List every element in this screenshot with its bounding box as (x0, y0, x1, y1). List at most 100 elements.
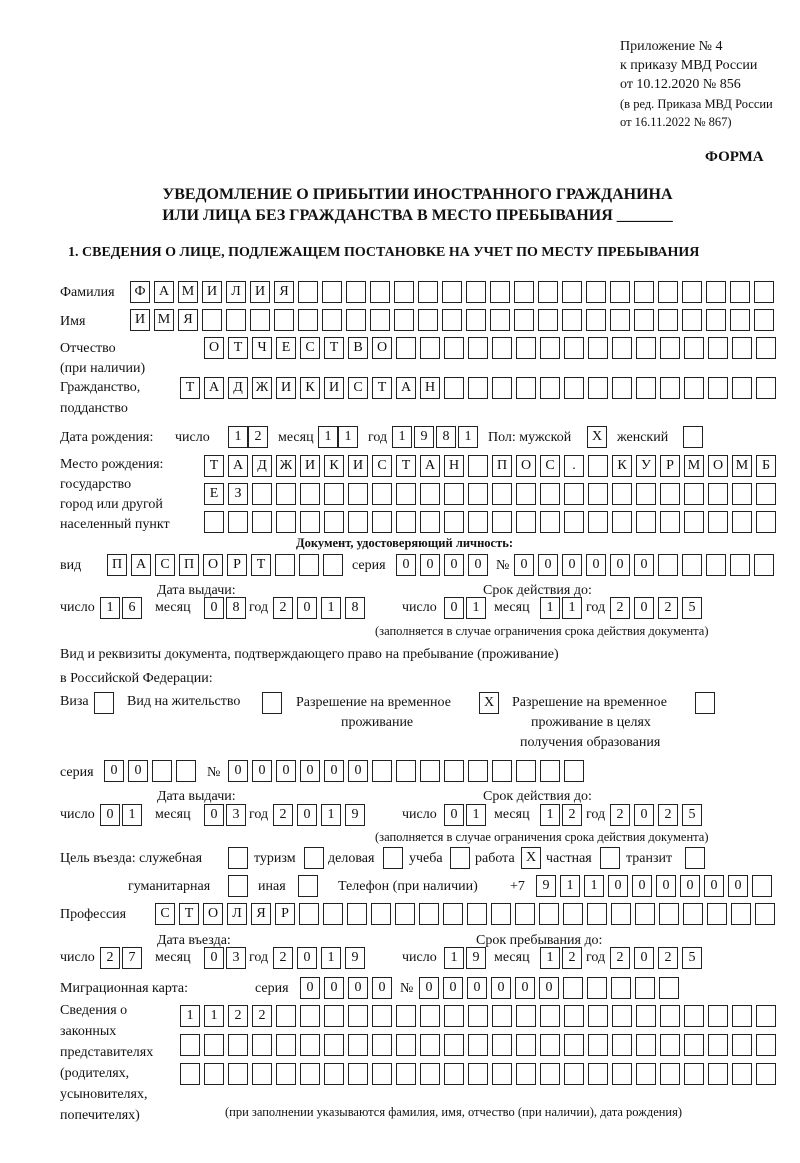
stay-year-box[interactable]: 0 (634, 947, 654, 969)
representatives-1-box[interactable] (708, 1005, 728, 1027)
name-box[interactable] (682, 309, 702, 331)
birthplace-1-box[interactable]: Т (396, 455, 416, 477)
birthplace-2-box[interactable] (708, 483, 728, 505)
representatives-3-box[interactable] (204, 1063, 224, 1085)
rd-valid-year-box[interactable]: 5 (682, 804, 702, 826)
name-box[interactable] (610, 309, 630, 331)
representatives-2-box[interactable] (252, 1034, 272, 1056)
id-issue-year-box[interactable]: 1 (321, 597, 341, 619)
patronymic-box[interactable]: О (372, 337, 392, 359)
birthplace-3-box[interactable] (252, 511, 272, 533)
representatives-1-box[interactable] (444, 1005, 464, 1027)
representatives-3-box[interactable] (708, 1063, 728, 1085)
phone-box[interactable]: 1 (560, 875, 580, 897)
representatives-3-box[interactable] (516, 1063, 536, 1085)
name-box[interactable] (706, 309, 726, 331)
birthplace-2-box[interactable] (324, 483, 344, 505)
phone-box[interactable]: 1 (584, 875, 604, 897)
name-box[interactable] (466, 309, 486, 331)
birth-year-box[interactable]: 8 (436, 426, 456, 448)
phone-box[interactable] (752, 875, 772, 897)
rd-number-box[interactable] (564, 760, 584, 782)
rd-number-box[interactable] (540, 760, 560, 782)
birth-month-box[interactable]: 1 (338, 426, 358, 448)
representatives-3-box[interactable] (468, 1063, 488, 1085)
surname-box[interactable] (322, 281, 342, 303)
profession-box[interactable] (443, 903, 463, 925)
surname-box[interactable]: Л (226, 281, 246, 303)
birthplace-3-box[interactable] (444, 511, 464, 533)
rd-series-box[interactable] (176, 760, 196, 782)
surname-box[interactable] (658, 281, 678, 303)
representatives-3-box[interactable] (588, 1063, 608, 1085)
rd-issue-day-box[interactable]: 1 (122, 804, 142, 826)
profession-box[interactable] (587, 903, 607, 925)
citizenship-box[interactable]: И (276, 377, 296, 399)
id-kind-box[interactable]: П (179, 554, 199, 576)
rd-issue-month-box[interactable]: 3 (226, 804, 246, 826)
citizenship-box[interactable]: Т (180, 377, 200, 399)
id-number-box[interactable]: 0 (538, 554, 558, 576)
surname-box[interactable] (514, 281, 534, 303)
surname-box[interactable] (298, 281, 318, 303)
profession-box[interactable] (611, 903, 631, 925)
id-issue-month-box[interactable]: 0 (204, 597, 224, 619)
rd-number-box[interactable] (372, 760, 392, 782)
patronymic-box[interactable]: Т (324, 337, 344, 359)
surname-box[interactable] (466, 281, 486, 303)
name-box[interactable] (274, 309, 294, 331)
birthplace-3-box[interactable] (540, 511, 560, 533)
birthplace-3-box[interactable] (492, 511, 512, 533)
birthplace-2-box[interactable] (300, 483, 320, 505)
surname-box[interactable] (730, 281, 750, 303)
birthplace-1-box[interactable]: У (636, 455, 656, 477)
id-valid-year-box[interactable]: 5 (682, 597, 702, 619)
citizenship-box[interactable] (540, 377, 560, 399)
patronymic-box[interactable]: В (348, 337, 368, 359)
id-number-box[interactable] (682, 554, 702, 576)
patronymic-box[interactable]: Т (228, 337, 248, 359)
representatives-1-box[interactable] (612, 1005, 632, 1027)
representatives-1-box[interactable] (564, 1005, 584, 1027)
surname-box[interactable]: Я (274, 281, 294, 303)
representatives-2-box[interactable] (300, 1034, 320, 1056)
rd-issue-year-box[interactable]: 9 (345, 804, 365, 826)
birthplace-3-box[interactable] (564, 511, 584, 533)
representatives-3-box[interactable] (252, 1063, 272, 1085)
representatives-3-box[interactable] (660, 1063, 680, 1085)
id-number-box[interactable]: 0 (610, 554, 630, 576)
edu-residence-box[interactable] (695, 692, 715, 714)
birthplace-1-box[interactable]: Т (204, 455, 224, 477)
rd-issue-year-box[interactable]: 1 (321, 804, 341, 826)
representatives-2-box[interactable] (732, 1034, 752, 1056)
temp-residence-box[interactable]: X (479, 692, 499, 714)
citizenship-box[interactable] (444, 377, 464, 399)
id-number-box[interactable] (730, 554, 750, 576)
profession-box[interactable] (395, 903, 415, 925)
citizenship-box[interactable] (732, 377, 752, 399)
representatives-1-box[interactable] (468, 1005, 488, 1027)
birthplace-2-box[interactable] (396, 483, 416, 505)
name-box[interactable] (418, 309, 438, 331)
birthplace-2-box[interactable]: З (228, 483, 248, 505)
surname-box[interactable] (538, 281, 558, 303)
representatives-1-box[interactable] (540, 1005, 560, 1027)
birthplace-2-box[interactable] (636, 483, 656, 505)
rd-issue-year-box[interactable]: 2 (273, 804, 293, 826)
patronymic-box[interactable] (636, 337, 656, 359)
birthplace-1-box[interactable]: М (732, 455, 752, 477)
rd-valid-year-box[interactable]: 2 (658, 804, 678, 826)
patronymic-box[interactable] (660, 337, 680, 359)
representatives-2-box[interactable] (684, 1034, 704, 1056)
rd-series-box[interactable]: 0 (104, 760, 124, 782)
birthplace-2-box[interactable] (468, 483, 488, 505)
birthplace-2-box[interactable] (516, 483, 536, 505)
representatives-2-box[interactable] (588, 1034, 608, 1056)
representatives-2-box[interactable] (612, 1034, 632, 1056)
birthplace-3-box[interactable] (468, 511, 488, 533)
phone-box[interactable]: 9 (536, 875, 556, 897)
id-issue-year-box[interactable]: 0 (297, 597, 317, 619)
representatives-1-box[interactable]: 2 (228, 1005, 248, 1027)
citizenship-box[interactable]: А (396, 377, 416, 399)
rd-series-box[interactable]: 0 (128, 760, 148, 782)
